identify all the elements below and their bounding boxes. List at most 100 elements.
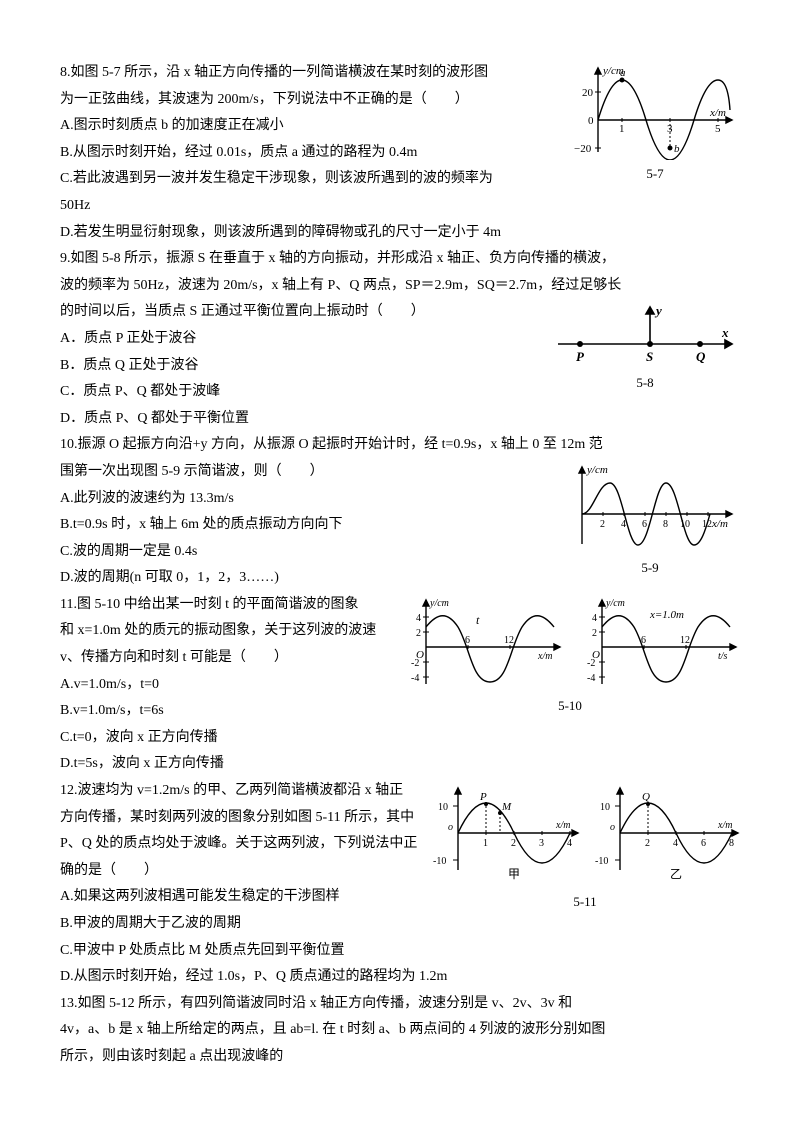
x4r: 4 [673, 838, 678, 849]
y: y [654, 303, 662, 318]
fig-5-9: 2 4 6 8 10 12 x/m y/cm 5-9 [560, 459, 740, 581]
fig-5-8: P S Q x y 5-8 [550, 299, 740, 396]
x4: 4 [621, 519, 626, 530]
q8-text: 8.如图 5-7 所示，沿 x 轴正方向传播的一列简谐横波在某时刻的波形图 为一… [60, 60, 570, 193]
y-10l: -10 [433, 856, 446, 867]
P: P [576, 349, 585, 364]
Or2: o [610, 822, 615, 833]
y4l: 4 [416, 613, 421, 624]
x8r: 8 [729, 838, 734, 849]
sub-l: 甲 [508, 867, 520, 881]
fig510-label: 5-10 [400, 694, 740, 719]
x2: 2 [600, 519, 605, 530]
x3l: 3 [539, 838, 544, 849]
q12-optA: A.如果这两列波相遇可能发生稳定的干涉图样 [60, 884, 426, 911]
q8-optC2: 50Hz [60, 193, 740, 220]
x6r: 6 [641, 635, 646, 646]
b-label: b [674, 143, 680, 155]
x6l: 6 [465, 635, 470, 646]
Or: O [592, 649, 600, 661]
x4l: 4 [567, 838, 572, 849]
x6r2: 6 [701, 838, 706, 849]
fig-5-11: 10 -10 o 1 2 3 4 P M x/m 甲 [430, 778, 740, 915]
fig58-label: 5-8 [550, 371, 740, 396]
q12-text: 12.波速均为 v=1.2m/s 的甲、乙两列简谐横波都沿 x 轴正 方向传播，… [60, 778, 426, 938]
q12-stem4: 确的是（ ） [60, 858, 426, 885]
xlabel: x/m [709, 107, 726, 119]
x6: 6 [642, 519, 647, 530]
q11-optA: A.v=1.0m/s，t=0 [60, 672, 400, 699]
q11-text: 11.图 5-10 中给出某一时刻 t 的平面简谐波的图象 和 x=1.0m 处… [60, 592, 400, 725]
fig59-svg: 2 4 6 8 10 12 x/m y/cm [560, 459, 740, 554]
x12: 12 [702, 519, 712, 530]
q11-optC: C.t=0，波向 x 正方向传播 [60, 725, 740, 752]
xlab-r: x/m [717, 820, 732, 831]
y-4l: -4 [411, 673, 419, 684]
Q: Q [642, 791, 650, 803]
x: x [721, 325, 729, 340]
q9-optB: B．质点 Q 正处于波谷 [60, 353, 546, 380]
fig57-svg: a b 20 0 −20 1 3 5 x/m y/cm [570, 60, 740, 160]
q12-row: 12.波速均为 v=1.2m/s 的甲、乙两列简谐横波都沿 x 轴正 方向传播，… [60, 778, 740, 938]
S: S [646, 349, 653, 364]
q11-stem1: 11.图 5-10 中给出某一时刻 t 的平面简谐波的图象 [60, 592, 400, 619]
fig510-svg: 4 2 -2 -4 O 6 12 t x/m y/cm [400, 592, 740, 692]
y-20: −20 [574, 143, 592, 155]
q13-stem1: 13.如图 5-12 所示，有四列简谐波同时沿 x 轴正方向传播，波速分别是 v… [60, 991, 740, 1018]
q11-optB: B.v=1.0m/s，t=6s [60, 698, 400, 725]
q8-row: 8.如图 5-7 所示，沿 x 轴正方向传播的一列简谐横波在某时刻的波形图 为一… [60, 60, 740, 193]
fig59-label: 5-9 [560, 556, 740, 581]
x1label: x=1.0m [649, 609, 684, 621]
q10-optC: C.波的周期一定是 0.4s [60, 539, 560, 566]
q9-optA: A．质点 P 正处于波谷 [60, 326, 546, 353]
xlabel-r: t/s [718, 651, 728, 662]
q8-optB: B.从图示时刻开始，经过 0.01s，质点 a 通过的路程为 0.4m [60, 140, 570, 167]
fig511-label: 5-11 [430, 890, 740, 915]
q13-stem2: 4v，a、b 是 x 轴上所给定的两点，且 ab=l. 在 t 时刻 a、b 两… [60, 1017, 740, 1044]
q10-row: 围第一次出现图 5-9 示简谐波，则（ ） A.此列波的波速约为 13.3m/s… [60, 459, 740, 592]
q12-optC: C.甲波中 P 处质点比 M 处质点先回到平衡位置 [60, 938, 740, 965]
fig58-svg: P S Q x y [550, 299, 740, 369]
x2l: 2 [511, 838, 516, 849]
x5: 5 [715, 123, 721, 135]
q10-stem2: 围第一次出现图 5-9 示简谐波，则（ ） [60, 459, 560, 486]
ylabel-l: y/cm [429, 598, 449, 609]
q9-optD: D．质点 P、Q 都处于平衡位置 [60, 406, 546, 433]
fig511-svg: 10 -10 o 1 2 3 4 P M x/m 甲 [430, 778, 740, 888]
y-4r: -4 [587, 673, 595, 684]
q10-optA: A.此列波的波速约为 13.3m/s [60, 486, 560, 513]
ylabel-r: y/cm [605, 598, 625, 609]
x10: 10 [680, 519, 690, 530]
q10-stem1: 10.振源 O 起振方向沿+y 方向，从振源 O 起振时开始计时，经 t=0.9… [60, 432, 740, 459]
q12-optD: D.从图示时刻开始，经过 1.0s，P、Q 质点通过的路程均为 1.2m [60, 964, 740, 991]
q9-stem1: 9.如图 5-8 所示，振源 S 在垂直于 x 轴的方向振动，并形成沿 x 轴正… [60, 246, 740, 273]
y2r: 2 [592, 628, 597, 639]
q12-stem1: 12.波速均为 v=1.2m/s 的甲、乙两列简谐横波都沿 x 轴正 [60, 778, 426, 805]
x8: 8 [663, 519, 668, 530]
q11-row: 11.图 5-10 中给出某一时刻 t 的平面简谐波的图象 和 x=1.0m 处… [60, 592, 740, 725]
x1l: 1 [483, 838, 488, 849]
q11-optD: D.t=5s，波向 x 正方向传播 [60, 751, 740, 778]
q9-row: 的时间以后，当质点 S 正通过平衡位置向上振动时（ ） A．质点 P 正处于波谷… [60, 299, 740, 432]
q9-text: 的时间以后，当质点 S 正通过平衡位置向上振动时（ ） A．质点 P 正处于波谷… [60, 299, 546, 432]
P: P [479, 791, 487, 803]
fig-5-7: a b 20 0 −20 1 3 5 x/m y/cm 5-7 [570, 60, 740, 187]
y4r: 4 [592, 613, 597, 624]
x12r: 12 [680, 635, 690, 646]
ylabel: y/cm [602, 65, 624, 77]
q9-optC: C．质点 P、Q 都处于波峰 [60, 379, 546, 406]
q11-stem3: v、传播方向和时刻 t 可能是（ ） [60, 645, 400, 672]
x12l: 12 [504, 635, 514, 646]
q10-text: 围第一次出现图 5-9 示简谐波，则（ ） A.此列波的波速约为 13.3m/s… [60, 459, 560, 592]
q12-stem2: 方向传播，某时刻两列波的图象分别如图 5-11 所示，其中 [60, 805, 426, 832]
q12-stem3: P、Q 处的质点均处于波峰。关于这两列波，下列说法中正 [60, 831, 426, 858]
xlabel-l: x/m [537, 651, 552, 662]
y10l: 10 [438, 802, 448, 813]
tlabel: t [476, 613, 480, 627]
y20: 20 [582, 87, 594, 99]
q10-optB: B.t=0.9s 时，x 轴上 6m 处的质点振动方向向下 [60, 512, 560, 539]
Ol: O [416, 649, 424, 661]
fig57-label: 5-7 [570, 162, 740, 187]
q10-optD: D.波的周期(n 可取 0，1，2，3……) [60, 565, 560, 592]
M: M [501, 801, 512, 813]
